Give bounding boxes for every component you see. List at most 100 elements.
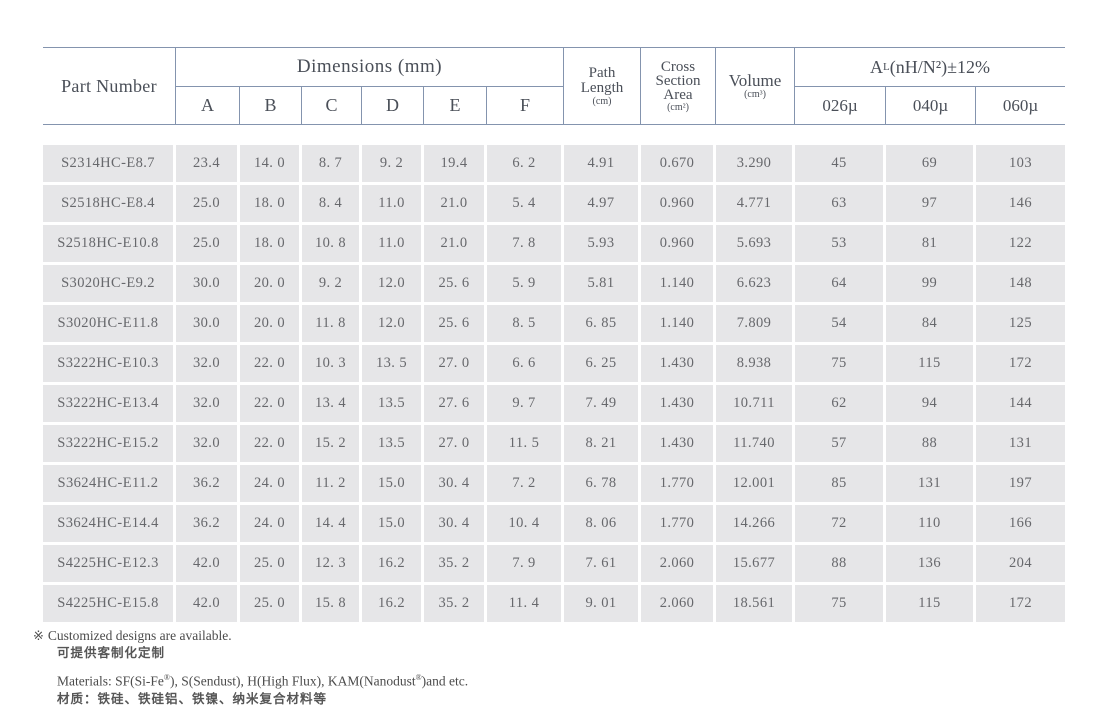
value-cell: 131 [976,425,1065,462]
value-cell: 62 [795,385,886,422]
value-cell: 9. 7 [487,385,564,422]
table-row: S3222HC-E10.3 32.0 22. 0 10. 3 13. 5 27. 0 6. … [43,345,1065,382]
value-cell: 94 [886,385,976,422]
value-cell: 172 [976,585,1065,622]
table-row: S3222HC-E15.2 32.0 22. 0 15. 2 13.5 27. 0 11. … [43,425,1065,462]
value-cell: 14.266 [716,505,795,542]
header-path-length: Path Length (cm) [564,48,641,124]
value-cell: 2.060 [641,585,716,622]
header-dimensions: Dimensions (mm) [176,48,564,87]
value-cell: 25. 6 [424,265,487,302]
value-cell: 25.0 [176,185,240,222]
value-cell: 5.693 [716,225,795,262]
value-cell: 21.0 [424,225,487,262]
value-cell: 115 [886,345,976,382]
value-cell: 7. 9 [487,545,564,582]
table-row: S3222HC-E13.4 32.0 22. 0 13. 4 13.5 27. 6 9. 7… [43,385,1065,422]
value-cell: 4.91 [564,145,641,182]
value-cell: 35. 2 [424,585,487,622]
header-cross-section: Cross Section Area (cm²) [641,48,716,124]
materials-mid: ), S(Sendust), H(High Flux), KAM(Nanodus… [169,673,416,689]
value-cell: 6. 6 [487,345,564,382]
value-cell: 6. 78 [564,465,641,502]
value-cell: 11.0 [362,185,424,222]
value-cell: 27. 0 [424,345,487,382]
value-cell: 45 [795,145,886,182]
table-row: S2314HC-E8.7 23.4 14. 0 8. 7 9. 2 19.4 6. 2 4.9… [43,145,1065,182]
value-cell: 88 [795,545,886,582]
value-cell: 9. 2 [362,145,424,182]
header-dim-a: A [176,87,240,124]
value-cell: 54 [795,305,886,342]
value-cell: 11. 5 [487,425,564,462]
value-cell: 14. 0 [240,145,302,182]
value-cell: 10. 3 [302,345,362,382]
value-cell: 10.711 [716,385,795,422]
value-cell: 16.2 [362,545,424,582]
value-cell: 0.670 [641,145,716,182]
value-cell: 32.0 [176,345,240,382]
header-volume-unit: (cm³) [744,89,766,100]
value-cell: 136 [886,545,976,582]
value-cell: 15.0 [362,505,424,542]
value-cell: 27. 6 [424,385,487,422]
value-cell: 6. 85 [564,305,641,342]
value-cell: 2.060 [641,545,716,582]
part-number-cell: S3222HC-E10.3 [43,345,176,382]
value-cell: 11.740 [716,425,795,462]
value-cell: 8. 4 [302,185,362,222]
value-cell: 12.001 [716,465,795,502]
value-cell: 30.0 [176,265,240,302]
value-cell: 22. 0 [240,425,302,462]
value-cell: 85 [795,465,886,502]
value-cell: 30. 4 [424,505,487,542]
value-cell: 22. 0 [240,385,302,422]
al-rest: (nH/N²)±12% [889,56,990,77]
value-cell: 18. 0 [240,185,302,222]
table-row: S3020HC-E9.2 30.0 20. 0 9. 2 12.0 25. 6 5. 9 5.… [43,265,1065,302]
value-cell: 5. 4 [487,185,564,222]
header-path-length-unit: (cm) [592,95,612,107]
header-path-length-label: Path Length [580,64,624,96]
value-cell: 7. 8 [487,225,564,262]
value-cell: 18.561 [716,585,795,622]
value-cell: 204 [976,545,1065,582]
value-cell: 1.140 [641,305,716,342]
value-cell: 12. 3 [302,545,362,582]
value-cell: 7. 2 [487,465,564,502]
registered-icon: ® [415,673,422,682]
value-cell: 19.4 [424,145,487,182]
value-cell: 10. 8 [302,225,362,262]
value-cell: 18. 0 [240,225,302,262]
value-cell: 27. 0 [424,425,487,462]
value-cell: 131 [886,465,976,502]
header-al-value: A L (nH/N²)±12% [795,48,1065,87]
header-dim-f: F [487,87,564,124]
value-cell: 144 [976,385,1065,422]
value-cell: 1.430 [641,425,716,462]
value-cell: 42.0 [176,545,240,582]
table-header: Part Number Dimensions (mm) Path Length … [43,47,1065,125]
value-cell: 1.430 [641,345,716,382]
header-cross-section-label: Cross Section Area [655,58,701,103]
value-cell: 21.0 [424,185,487,222]
part-number-cell: S3020HC-E11.8 [43,305,176,342]
part-number-cell: S2518HC-E10.8 [43,225,176,262]
value-cell: 11. 8 [302,305,362,342]
part-number-cell: S3624HC-E14.4 [43,505,176,542]
value-cell: 8. 5 [487,305,564,342]
value-cell: 36.2 [176,465,240,502]
header-cross-section-unit: (cm²) [667,101,689,113]
table-row: S2518HC-E8.4 25.0 18. 0 8. 4 11.0 21.0 5. 4 4.9… [43,185,1065,222]
value-cell: 25. 6 [424,305,487,342]
value-cell: 72 [795,505,886,542]
value-cell: 11.0 [362,225,424,262]
value-cell: 11. 2 [302,465,362,502]
value-cell: 5.81 [564,265,641,302]
value-cell: 20. 0 [240,265,302,302]
value-cell: 4.97 [564,185,641,222]
value-cell: 42.0 [176,585,240,622]
value-cell: 6. 2 [487,145,564,182]
